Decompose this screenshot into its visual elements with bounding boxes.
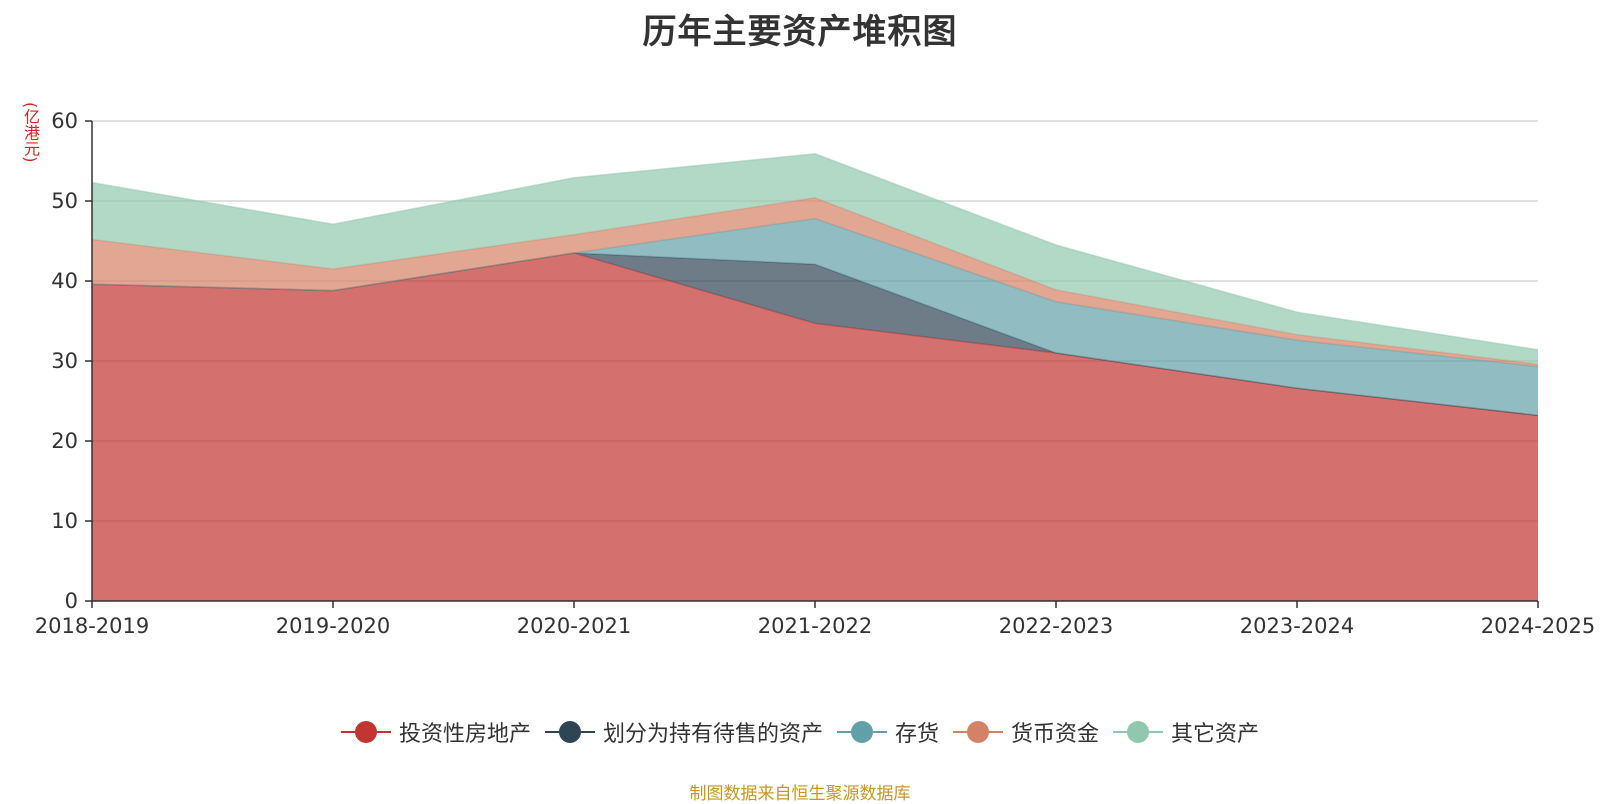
x-tick-label-1: 2019-2020 <box>276 614 390 638</box>
y-tick-label-50: 50 <box>51 189 78 213</box>
x-tick-label-0: 2018-2019 <box>35 614 149 638</box>
legend-label: 其它资产 <box>1171 722 1260 747</box>
legend-item-4[interactable]: 其它资产 <box>1113 716 1259 748</box>
x-tick-label-3: 2021-2022 <box>758 614 872 638</box>
legend-dot <box>850 721 873 743</box>
x-tick-label-6: 2024-2025 <box>1481 614 1595 638</box>
y-tick-label-40: 40 <box>51 269 78 293</box>
legend-label: 货币资金 <box>1011 722 1100 747</box>
y-tick-label-0: 0 <box>65 589 78 613</box>
area-series-4 <box>92 153 1538 365</box>
legend-item-0[interactable]: 投资性房地产 <box>340 716 531 748</box>
legend-marker-icon <box>836 720 887 744</box>
legend-marker-icon <box>953 720 1003 744</box>
legend-marker-icon <box>1113 720 1164 744</box>
legend-dot <box>354 721 377 743</box>
legend-marker-icon <box>544 720 595 744</box>
legend-dot <box>967 721 989 743</box>
y-tick-label-60: 60 <box>51 109 78 133</box>
x-tick-label-5: 2023-2024 <box>1240 614 1354 638</box>
legend-label: 存货 <box>894 722 939 747</box>
y-tick-label-10: 10 <box>51 509 78 533</box>
legend-item-2[interactable]: 存货 <box>836 716 939 748</box>
area-series-2 <box>92 218 1538 416</box>
area-series-3 <box>92 197 1538 367</box>
chart-title: 历年主要资产堆积图 <box>642 12 958 52</box>
legend: 投资性房地产 划分为持有待售的资产 存货 货币资金 其它资产 <box>0 716 1600 748</box>
axis-layer: 0 10 20 30 40 50 60 2018-2019 2019-2020 2020-2021… <box>35 109 1595 638</box>
legend-marker-icon <box>340 720 391 744</box>
area-series-1 <box>92 253 1538 416</box>
y-axis-unit-label: (亿港元) <box>21 102 40 163</box>
y-tick-label-30: 30 <box>51 349 78 373</box>
legend-label: 划分为持有待售的资产 <box>602 722 823 747</box>
area-layer <box>91 153 1539 601</box>
legend-dot <box>1127 721 1150 743</box>
x-tick-label-2: 2020-2021 <box>517 614 631 638</box>
y-tick-label-20: 20 <box>51 429 78 453</box>
area-series-0 <box>92 253 1538 601</box>
legend-item-1[interactable]: 划分为持有待售的资产 <box>544 716 823 748</box>
legend-label: 投资性房地产 <box>398 722 531 747</box>
legend-dot <box>558 721 581 743</box>
legend-item-3[interactable]: 货币资金 <box>953 716 1099 748</box>
area-edge-series-4 <box>91 153 1539 351</box>
x-tick-label-4: 2022-2023 <box>999 614 1113 638</box>
source-note: 制图数据来自恒生聚源数据库 <box>689 784 911 804</box>
